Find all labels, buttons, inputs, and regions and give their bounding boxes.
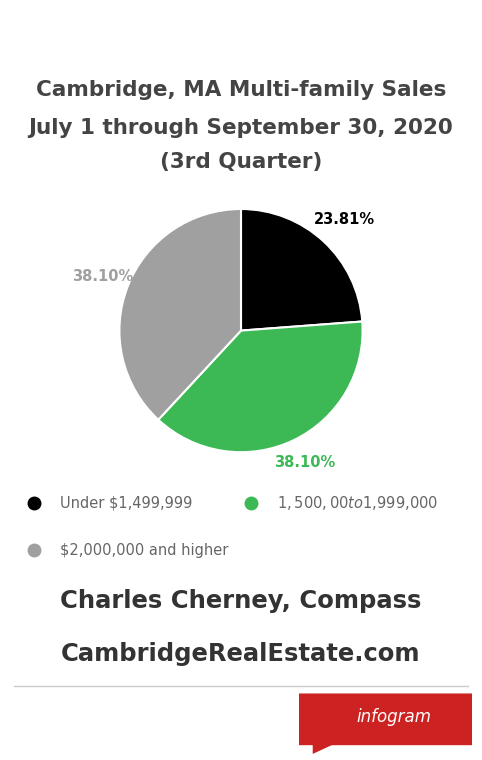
- Text: infogram: infogram: [357, 708, 432, 726]
- Text: Under $1,499,999: Under $1,499,999: [60, 496, 193, 511]
- Text: 23.81%: 23.81%: [314, 212, 375, 226]
- Text: 38.10%: 38.10%: [274, 454, 335, 470]
- Text: July 1 through September 30, 2020: July 1 through September 30, 2020: [28, 118, 454, 138]
- Polygon shape: [313, 743, 337, 754]
- Text: 38.10%: 38.10%: [72, 269, 134, 283]
- Text: (3rd Quarter): (3rd Quarter): [160, 152, 322, 172]
- Wedge shape: [241, 209, 362, 331]
- Text: $2,000,000 and higher: $2,000,000 and higher: [60, 543, 228, 558]
- Text: Charles Cherney, Compass: Charles Cherney, Compass: [60, 589, 422, 613]
- Wedge shape: [158, 321, 362, 452]
- Text: Cambridge, MA Multi-family Sales: Cambridge, MA Multi-family Sales: [36, 80, 446, 100]
- Text: $1,500,00 to $1,999,000: $1,500,00 to $1,999,000: [277, 494, 438, 512]
- Text: CambridgeRealEstate.com: CambridgeRealEstate.com: [61, 642, 421, 667]
- Wedge shape: [120, 209, 241, 420]
- FancyBboxPatch shape: [292, 693, 479, 746]
